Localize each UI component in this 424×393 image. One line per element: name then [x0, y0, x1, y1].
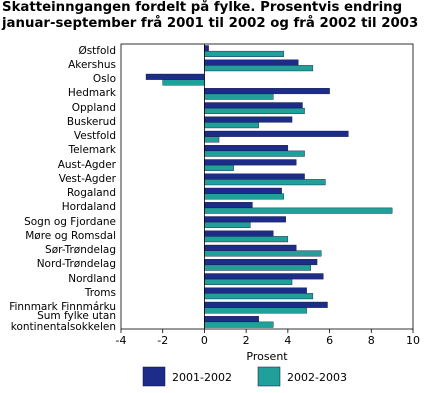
y-tick-label: Troms: [84, 286, 116, 299]
x-tick-label: 2: [243, 334, 250, 347]
y-tick-label: Vestfold: [73, 130, 116, 143]
y-tick-label: Nordland: [68, 272, 116, 285]
x-tick-label: 0: [201, 334, 208, 347]
bar: [204, 122, 259, 129]
bar: [162, 79, 205, 86]
y-tick-label: Buskerud: [66, 115, 116, 128]
x-tick-label: -2: [157, 334, 168, 347]
bar: [204, 65, 314, 72]
bar: [204, 307, 307, 314]
bar: [204, 264, 312, 271]
legend-swatch: [257, 366, 281, 387]
bar: [204, 259, 318, 266]
bar: [204, 287, 307, 294]
bar: [145, 73, 205, 80]
bar: [204, 221, 251, 228]
bar: [204, 173, 305, 180]
bar: [204, 130, 349, 137]
y-tick-label: Sør-Trøndelag: [45, 244, 116, 257]
bar: [204, 150, 305, 157]
bar: [204, 45, 209, 52]
bar: [204, 193, 284, 200]
bar: [204, 50, 284, 57]
legend-label: 2002-2003: [287, 371, 347, 384]
y-tick-label: Nord-Trøndelag: [36, 258, 116, 271]
bar: [204, 187, 282, 194]
bar: [204, 321, 274, 328]
x-axis-label: Prosent: [246, 350, 288, 363]
x-tick-label: 4: [284, 334, 291, 347]
bar: [204, 216, 286, 223]
bar: [204, 230, 274, 237]
legend-label: 2001-2002: [172, 371, 232, 384]
bar: [204, 179, 326, 186]
y-tick-label: Aust-Agder: [57, 158, 116, 171]
y-tick-label: Hordaland: [61, 201, 116, 214]
y-tick-label: Akershus: [68, 58, 116, 71]
bar: [204, 88, 330, 95]
y-tick-label: Finnmark Finnmárku: [9, 301, 116, 314]
bar: [204, 107, 305, 114]
bar: [204, 136, 220, 143]
x-tick-label: 8: [368, 334, 375, 347]
bar: [204, 293, 314, 300]
y-tick-label: Hedmark: [67, 87, 116, 100]
bar: [204, 316, 259, 323]
y-tick-label: Oslo: [92, 73, 116, 86]
x-tick-label: -4: [116, 334, 127, 347]
bar: [204, 93, 274, 100]
y-tick-label: Oppland: [71, 101, 116, 114]
bar: [204, 59, 299, 66]
bar: [204, 164, 234, 171]
bar: [204, 159, 297, 166]
bar: [204, 202, 253, 209]
x-tick-label: 6: [326, 334, 333, 347]
x-tick-label: 10: [406, 334, 420, 347]
bar: [204, 145, 289, 152]
y-tick-label: Sum fylke utan kontinentalsokkelen: [10, 309, 116, 333]
bar: [204, 236, 289, 243]
y-tick-label: Sogn og Fjordane: [24, 215, 116, 228]
y-tick-label: Rogaland: [66, 187, 116, 200]
y-tick-label: Telemark: [68, 144, 116, 157]
bar: [204, 250, 322, 257]
chart-title: Skatteinngangen fordelt på fylke. Prosen…: [2, 0, 419, 31]
bar: [204, 278, 293, 285]
legend-swatch: [142, 366, 166, 387]
bar: [204, 244, 297, 251]
y-tick-label: Vest-Agder: [58, 172, 116, 185]
bar: [204, 116, 293, 123]
bar: [204, 273, 324, 280]
y-tick-label: Møre og Romsdal: [25, 229, 116, 242]
bar: [204, 102, 303, 109]
bar: [204, 301, 328, 308]
y-tick-label: Østfold: [78, 44, 116, 57]
plot-frame: [120, 43, 414, 330]
bar: [204, 207, 393, 214]
